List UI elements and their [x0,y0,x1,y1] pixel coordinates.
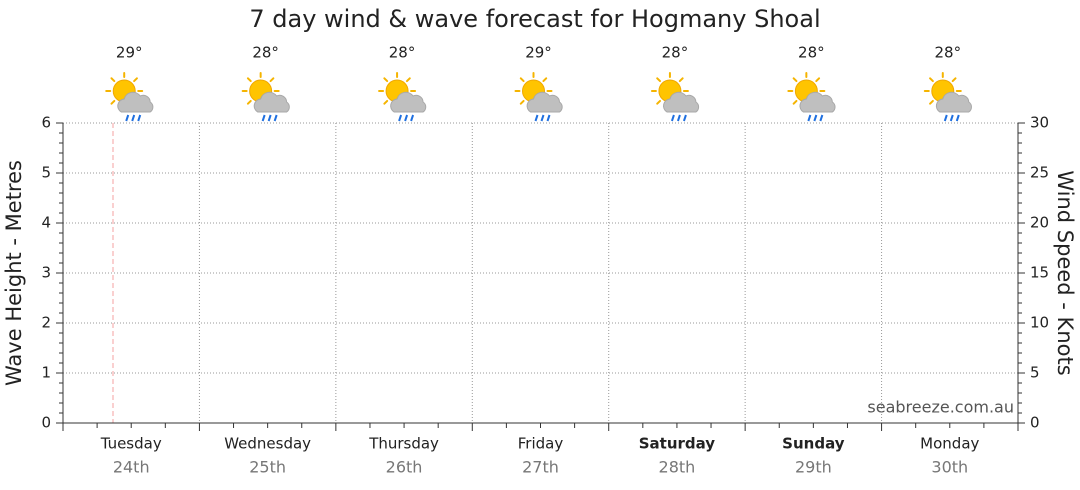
date-label: 29th [795,458,832,477]
rain [273,114,278,122]
sun-ray [246,77,252,83]
temperature: 28° [252,44,279,62]
rain [410,114,415,122]
rain [267,114,272,122]
sun-ray [656,99,662,105]
rain [404,114,409,122]
date-label: 24th [113,458,150,477]
y2-tick-label: 25 [1030,164,1049,182]
cloud [390,91,427,113]
temperature: 29° [116,44,143,62]
y2-tick-label: 20 [1030,214,1049,232]
rain [670,114,675,122]
sun-ray [678,77,684,83]
day-label: Sunday [782,435,845,453]
day-label: Tuesday [100,435,162,453]
sun-ray [519,77,525,83]
date-label: 30th [931,458,968,477]
temperature: 28° [662,44,689,62]
day-label: Thursday [368,435,439,453]
temperature: 29° [525,44,552,62]
y2-tick-label: 0 [1030,414,1040,432]
temperature: 28° [389,44,416,62]
sun-ray [929,99,934,105]
rain [125,114,130,122]
sun-ray [110,99,116,105]
cloud [799,91,836,113]
y-tick-label: 4 [41,214,51,232]
sun-ray [405,77,411,83]
cloud [253,91,290,113]
rain [676,114,681,122]
y-tick-label: 2 [41,314,51,332]
sun-ray [815,77,821,83]
y-tick-label: 6 [41,114,51,132]
y-tick-label: 1 [41,364,51,382]
sun-ray [246,99,252,105]
rain [943,114,948,122]
sun-ray [383,99,389,105]
cloud [117,91,154,113]
day-label: Saturday [639,435,716,453]
sun-ray [110,77,116,83]
rain [813,114,818,122]
date-label: 25th [249,458,286,477]
rain [682,114,687,122]
y2-tick-label: 30 [1030,114,1049,132]
y-axis-title: Wave Height - Metres [2,160,26,386]
rain [534,114,539,122]
y2-tick-label: 10 [1030,314,1049,332]
rain [955,114,960,122]
rain [807,114,812,122]
y-tick-label: 5 [41,164,51,182]
day-label: Friday [518,435,564,453]
rain [546,114,551,122]
cloud [663,91,700,113]
y-tick-label: 3 [41,264,51,282]
date-label: 27th [522,458,559,477]
date-label: 28th [659,458,696,477]
watermark: seabreeze.com.au [867,398,1014,417]
rain [819,114,824,122]
cloud [526,91,563,113]
temperature: 28° [798,44,825,62]
y-tick-label: 0 [41,414,51,432]
rain [131,114,136,122]
cloud [935,91,972,113]
rain [261,114,266,122]
sun-ray [133,77,138,83]
temperature: 28° [934,44,961,62]
rain [949,114,954,122]
rain [540,114,545,122]
sun-ray [269,77,275,83]
sun-ray [951,77,957,83]
sun-ray [929,77,934,83]
rain [137,114,142,122]
y2-tick-label: 15 [1030,264,1049,282]
chart-title: 7 day wind & wave forecast for Hogmany S… [249,5,820,33]
y2-axis-title: Wind Speed - Knots [1053,170,1077,375]
day-label: Monday [920,435,979,453]
sun-ray [542,77,548,83]
sun-ray [792,99,798,105]
date-label: 26th [386,458,423,477]
sun-ray [519,99,525,105]
rain [398,114,403,122]
sun-ray [792,77,798,83]
sun-ray [383,77,389,83]
y2-tick-label: 5 [1030,364,1040,382]
day-label: Wednesday [224,435,311,453]
sun-ray [656,77,662,83]
